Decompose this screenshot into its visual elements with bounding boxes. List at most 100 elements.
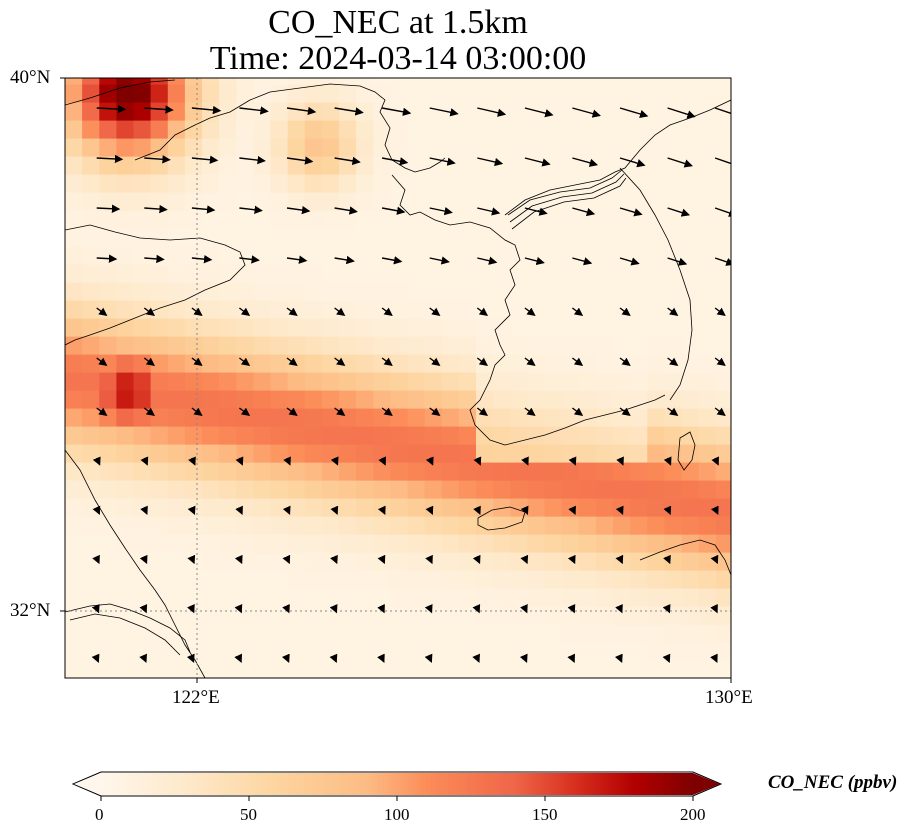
heat-cell	[202, 390, 220, 409]
heat-cell	[133, 174, 152, 193]
heat-cell	[373, 570, 391, 589]
heat-cell	[441, 552, 460, 571]
heat-cell	[321, 642, 340, 661]
heat-cell	[715, 444, 731, 463]
wind-arrow	[615, 505, 624, 515]
wind-arrow	[330, 554, 338, 565]
heat-cell	[407, 174, 426, 193]
heat-cell	[476, 408, 494, 427]
wind-arrow	[282, 604, 290, 614]
heat-cell	[493, 624, 511, 643]
heat-cell	[287, 660, 306, 678]
heat-cell	[595, 372, 614, 391]
heat-cell	[65, 372, 83, 391]
heat-cell	[441, 174, 460, 193]
wind-arrow	[381, 307, 393, 317]
heat-cell	[219, 480, 237, 499]
heat-cell	[561, 264, 580, 283]
heat-cell	[715, 462, 731, 481]
wind-arrow	[425, 505, 434, 515]
heat-cell	[424, 534, 443, 553]
heat-cell	[664, 354, 683, 373]
wind-arrow	[96, 357, 108, 367]
heat-cell	[407, 480, 426, 499]
heat-cell	[715, 120, 731, 139]
heat-cell	[578, 390, 597, 409]
heat-cell	[458, 516, 477, 535]
heat-cell	[167, 354, 186, 373]
heat-cell	[510, 390, 528, 409]
heat-cell	[304, 264, 323, 283]
heat-cell	[544, 408, 563, 427]
heat-cell	[424, 552, 443, 571]
heat-cell	[356, 498, 374, 517]
heat-cell	[441, 336, 460, 355]
heat-cell	[219, 570, 237, 589]
heat-cell	[407, 606, 426, 625]
heat-cell	[373, 642, 391, 661]
heat-cell	[356, 444, 374, 463]
heat-cell	[304, 624, 323, 643]
heat-cell	[167, 282, 186, 301]
heat-cell	[219, 300, 237, 319]
heat-cell	[681, 534, 700, 553]
heat-cell	[510, 552, 528, 571]
heat-cell	[356, 246, 374, 265]
wind-arrow	[381, 157, 409, 166]
heat-cell	[390, 84, 409, 103]
heat-cell	[184, 624, 203, 643]
heat-cell	[184, 246, 203, 265]
wind-arrow	[477, 207, 501, 216]
heat-cell	[270, 228, 289, 247]
heat-cell	[578, 444, 597, 463]
heat-cell	[544, 390, 563, 409]
heat-cell	[150, 192, 169, 211]
heat-cell	[390, 462, 409, 481]
wind-arrow	[381, 206, 406, 215]
heat-cell	[116, 354, 135, 373]
heat-cell	[647, 426, 665, 445]
heat-cell	[356, 300, 374, 319]
heat-cell	[133, 390, 152, 409]
heat-cell	[202, 84, 220, 103]
heat-cell	[133, 78, 152, 85]
heat-cell	[458, 78, 477, 85]
heat-cell	[373, 318, 391, 337]
heat-cell	[664, 102, 683, 121]
heat-cell	[253, 426, 272, 445]
heat-cell	[630, 552, 648, 571]
wind-arrow	[429, 357, 441, 367]
heat-cell	[304, 120, 323, 139]
heat-cell	[219, 498, 237, 517]
heat-cell	[99, 444, 117, 463]
heat-cell	[544, 84, 563, 103]
wind-arrow	[714, 257, 731, 266]
heat-cell	[82, 534, 100, 553]
wind-arrow	[710, 603, 718, 614]
heat-cell	[458, 426, 477, 445]
heat-cell	[458, 462, 477, 481]
heat-cell	[595, 498, 614, 517]
heat-cell	[219, 552, 237, 571]
heat-cell	[236, 606, 254, 625]
heat-cell	[116, 318, 135, 337]
wind-arrow	[96, 104, 127, 114]
heat-cell	[698, 264, 717, 283]
heat-cell	[476, 282, 494, 301]
heat-cell	[698, 300, 717, 319]
heat-cell	[270, 138, 289, 157]
heat-cell	[339, 300, 357, 319]
heat-cell	[65, 588, 83, 607]
heat-cell	[236, 408, 254, 427]
heat-cell	[304, 570, 323, 589]
heat-cell	[441, 588, 460, 607]
wind-arrow	[521, 456, 529, 466]
heat-cell	[424, 372, 443, 391]
heat-cell	[698, 660, 717, 678]
heat-cell	[82, 660, 100, 678]
heat-cell	[561, 552, 580, 571]
heat-cell	[321, 480, 340, 499]
heat-cell	[493, 642, 511, 661]
wind-arrow	[91, 604, 100, 614]
heat-cell	[304, 516, 323, 535]
